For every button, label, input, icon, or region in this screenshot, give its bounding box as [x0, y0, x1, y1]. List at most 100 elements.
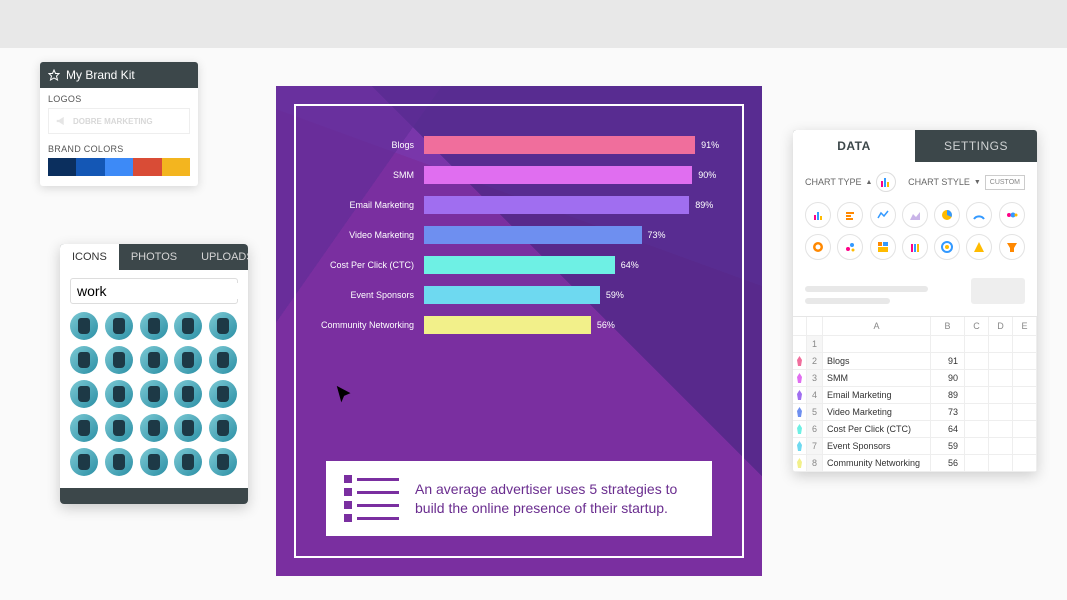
sheet-cell[interactable] — [1013, 370, 1037, 387]
sheet-cell[interactable]: 91 — [931, 353, 965, 370]
bar[interactable] — [424, 136, 695, 154]
bar-row[interactable]: SMM90% — [316, 166, 722, 184]
bar-row[interactable]: Blogs91% — [316, 136, 722, 154]
chart-type-option[interactable] — [999, 234, 1025, 260]
sheet-cell[interactable] — [989, 336, 1013, 353]
sheet-cell[interactable] — [965, 353, 989, 370]
brand-swatch[interactable] — [133, 158, 161, 176]
charttype-current-icon[interactable] — [876, 172, 896, 192]
sheet-col-header[interactable]: E — [1013, 317, 1037, 336]
chart-type-option[interactable] — [902, 234, 928, 260]
sheet-row-swatch[interactable] — [793, 336, 807, 353]
asset-icon[interactable] — [140, 312, 168, 340]
asset-icon[interactable] — [209, 346, 237, 374]
sheet-cell[interactable]: 56 — [931, 455, 965, 472]
sheet-cell[interactable] — [989, 421, 1013, 438]
editor-canvas[interactable]: Blogs91% SMM90% Email Marketing89% Video Ma… — [276, 86, 762, 576]
brand-swatch[interactable] — [76, 158, 104, 176]
bar-row[interactable]: Cost Per Click (CTC)64% — [316, 256, 722, 274]
sheet-cell[interactable]: Blogs — [823, 353, 931, 370]
asset-icon[interactable] — [209, 448, 237, 476]
chart-type-option[interactable] — [966, 234, 992, 260]
sheet-cell[interactable]: Video Marketing — [823, 404, 931, 421]
assets-tab-icons[interactable]: ICONS — [60, 244, 119, 270]
asset-icon[interactable] — [105, 346, 133, 374]
sheet-cell[interactable] — [965, 336, 989, 353]
asset-icon[interactable] — [209, 414, 237, 442]
asset-icon[interactable] — [174, 414, 202, 442]
sheet-row-swatch[interactable] — [793, 404, 807, 421]
sheet-row-swatch[interactable] — [793, 455, 807, 472]
sheet-row[interactable]: 7Event Sponsors59 — [793, 438, 1037, 455]
sheet-cell[interactable] — [1013, 353, 1037, 370]
sheet-row-swatch[interactable] — [793, 438, 807, 455]
sheet-cell[interactable]: 90 — [931, 370, 965, 387]
sheet-cell[interactable]: Cost Per Click (CTC) — [823, 421, 931, 438]
sheet-cell[interactable]: Email Marketing — [823, 387, 931, 404]
sheet-row-swatch[interactable] — [793, 387, 807, 404]
asset-icon[interactable] — [70, 380, 98, 408]
bar[interactable] — [424, 166, 692, 184]
brand-swatch[interactable] — [105, 158, 133, 176]
sheet-row-swatch[interactable] — [793, 370, 807, 387]
asset-icon[interactable] — [70, 448, 98, 476]
sheet-cell[interactable] — [989, 438, 1013, 455]
custom-style-chip[interactable]: CUSTOM — [985, 175, 1025, 190]
sheet-cell[interactable] — [965, 370, 989, 387]
sheet-row-swatch[interactable] — [793, 421, 807, 438]
assets-tab-uploads[interactable]: UPLOADS — [189, 244, 248, 270]
asset-icon[interactable] — [105, 448, 133, 476]
chart-type-option[interactable] — [934, 202, 960, 228]
sheet-row-swatch[interactable] — [793, 353, 807, 370]
sheet-col-header[interactable]: B — [931, 317, 965, 336]
sheet-row[interactable]: 1 — [793, 336, 1037, 353]
brand-swatch[interactable] — [48, 158, 76, 176]
asset-icon[interactable] — [209, 380, 237, 408]
sheet-cell[interactable]: 64 — [931, 421, 965, 438]
chart-type-option[interactable] — [999, 202, 1025, 228]
sheet-cell[interactable] — [1013, 421, 1037, 438]
asset-icon[interactable] — [174, 312, 202, 340]
asset-icon[interactable] — [70, 414, 98, 442]
bar-row[interactable]: Video Marketing73% — [316, 226, 722, 244]
sheet-cell[interactable] — [965, 438, 989, 455]
bar[interactable] — [424, 226, 642, 244]
sheet-cell[interactable] — [823, 336, 931, 353]
sheet-cell[interactable] — [931, 336, 965, 353]
chart-type-option[interactable] — [805, 202, 831, 228]
asset-icon[interactable] — [140, 414, 168, 442]
chart-type-option[interactable] — [870, 234, 896, 260]
config-tab-settings[interactable]: SETTINGS — [915, 130, 1037, 162]
bar[interactable] — [424, 316, 591, 334]
caret-down-icon[interactable]: ▼ — [974, 179, 981, 186]
asset-icon[interactable] — [70, 312, 98, 340]
asset-icon[interactable] — [174, 346, 202, 374]
asset-icon[interactable] — [140, 380, 168, 408]
brandkit-logo-chip[interactable]: DOBRE MARKETING — [48, 108, 190, 134]
asset-icon[interactable] — [105, 312, 133, 340]
asset-icon[interactable] — [105, 414, 133, 442]
sheet-cell[interactable] — [989, 353, 1013, 370]
sheet-row[interactable]: 2Blogs91 — [793, 353, 1037, 370]
asset-icon[interactable] — [70, 346, 98, 374]
bar-row[interactable]: Email Marketing89% — [316, 196, 722, 214]
asset-icon[interactable] — [174, 448, 202, 476]
sheet-cell[interactable]: 73 — [931, 404, 965, 421]
sheet-cell[interactable] — [1013, 455, 1037, 472]
sheet-cell[interactable] — [1013, 438, 1037, 455]
sheet-cell[interactable] — [1013, 387, 1037, 404]
sheet-cell[interactable] — [965, 455, 989, 472]
sheet-cell[interactable] — [989, 404, 1013, 421]
asset-icon[interactable] — [140, 448, 168, 476]
brand-swatch[interactable] — [162, 158, 190, 176]
sheet-cell[interactable]: Event Sponsors — [823, 438, 931, 455]
chart-type-option[interactable] — [870, 202, 896, 228]
bar-chart[interactable]: Blogs91% SMM90% Email Marketing89% Video Ma… — [316, 136, 722, 334]
sheet-cell[interactable]: SMM — [823, 370, 931, 387]
sheet-cell[interactable]: 89 — [931, 387, 965, 404]
asset-icon[interactable] — [140, 346, 168, 374]
sheet-col-header[interactable]: C — [965, 317, 989, 336]
bar-row[interactable]: Community Networking56% — [316, 316, 722, 334]
sheet-col-header[interactable]: D — [989, 317, 1013, 336]
sheet-cell[interactable] — [989, 455, 1013, 472]
